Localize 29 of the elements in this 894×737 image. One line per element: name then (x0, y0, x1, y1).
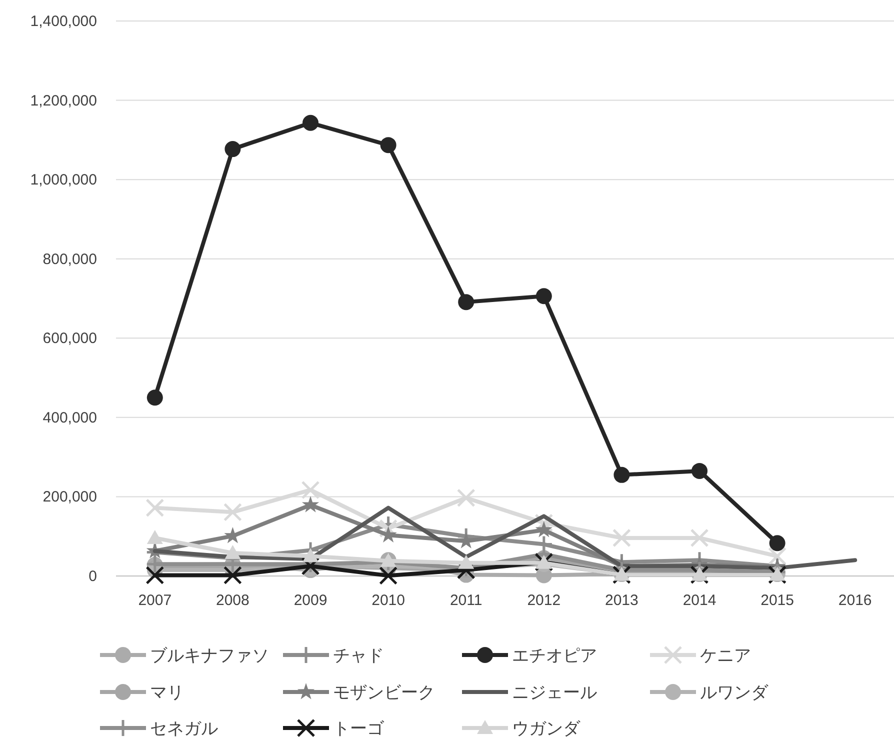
y-tick-label: 1,000,000 (30, 172, 97, 189)
x-tick-label: 2014 (682, 592, 716, 609)
x-tick-label: 2008 (216, 592, 250, 609)
legend-label: ルワンダ (700, 683, 769, 702)
y-tick-label: 600,000 (42, 330, 97, 348)
y-tick-label: 400,000 (42, 409, 97, 426)
legend-label: ケニア (700, 646, 751, 665)
legend-label: マリ (150, 683, 184, 702)
legend-label: モザンビーク (333, 683, 435, 702)
legend-label: ニジェール (512, 683, 597, 702)
x-tick-label: 2010 (372, 592, 405, 609)
y-tick-label: 200,000 (42, 488, 97, 506)
x-tick-label: 2011 (450, 592, 482, 609)
legend-label: ブルキナファソ (150, 646, 269, 665)
x-tick-label: 2013 (605, 592, 638, 609)
x-tick-label: 2016 (838, 592, 872, 609)
legend-label: エチオピア (512, 646, 597, 665)
x-tick-label: 2012 (527, 592, 561, 609)
y-tick-label: 1,400,000 (30, 13, 97, 30)
x-tick-label: 2007 (138, 592, 172, 609)
x-tick-label: 2009 (294, 592, 328, 609)
y-tick-label: 0 (88, 568, 97, 585)
legend-label: ウガンダ (512, 719, 581, 737)
legend-label: チャド (333, 646, 384, 665)
legend-label: セネガル (150, 719, 218, 737)
x-tick-label: 2015 (760, 592, 794, 609)
y-tick-label: 800,000 (42, 250, 97, 268)
y-tick-label: 1,200,000 (30, 92, 97, 110)
legend-label: トーゴ (333, 719, 385, 737)
